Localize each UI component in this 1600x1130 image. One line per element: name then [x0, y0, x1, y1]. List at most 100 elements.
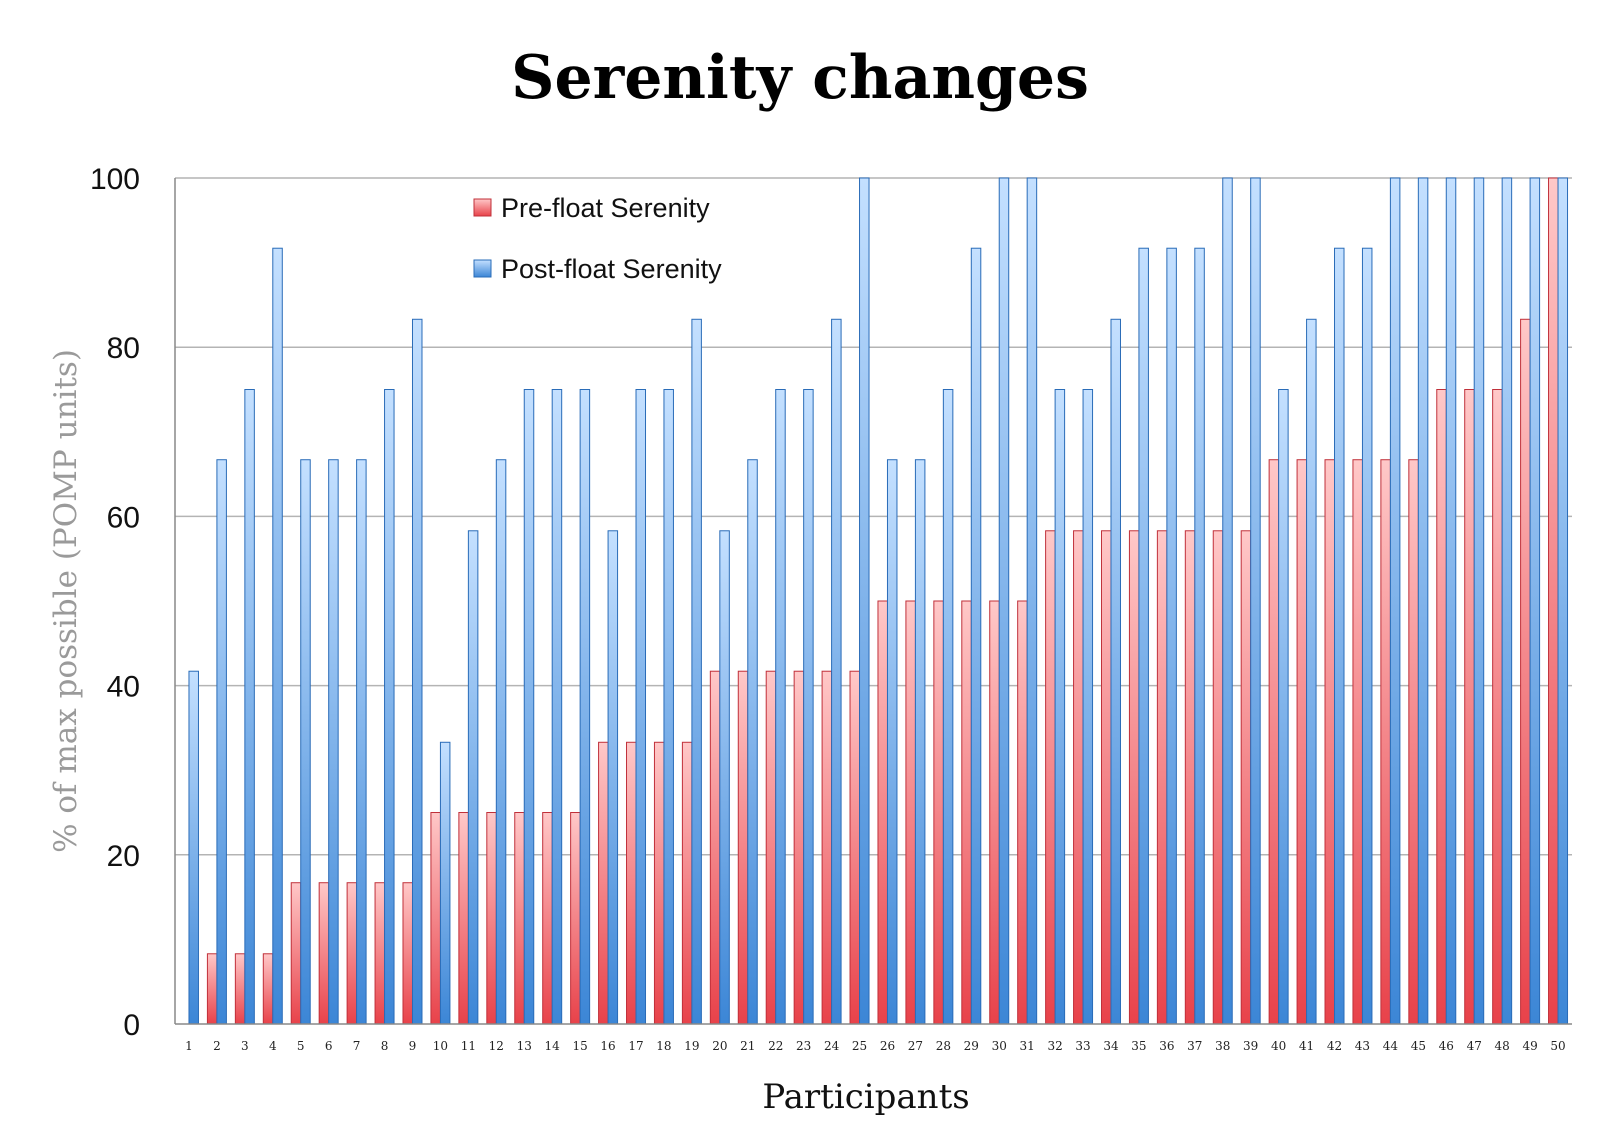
bar-post-float [300, 459, 311, 1025]
x-tick-label: 20 [712, 1039, 727, 1053]
bar-pre-float [346, 882, 358, 1025]
bar-pre-float [290, 882, 302, 1025]
y-tick-label: 60 [107, 501, 140, 534]
x-tick-label: 3 [241, 1039, 249, 1053]
bar-pre-float [1324, 459, 1336, 1025]
bar-pre-float [206, 953, 218, 1025]
bar-pre-float [430, 812, 441, 1025]
x-tick-label: 40 [1271, 1039, 1286, 1053]
bar-post-float [1306, 318, 1317, 1025]
x-tick-label: 7 [353, 1039, 361, 1053]
x-tick-label: 47 [1467, 1039, 1482, 1053]
x-tick-label: 36 [1159, 1039, 1174, 1053]
bar-post-float [607, 530, 619, 1025]
bar-pre-float [374, 882, 386, 1025]
bar-pre-float [933, 600, 944, 1025]
bar-pre-float [877, 600, 888, 1025]
bar-post-float [1501, 177, 1513, 1025]
x-tick-label: 15 [572, 1039, 587, 1053]
bar-post-float [1026, 177, 1038, 1025]
bar-pre-float [542, 812, 553, 1025]
legend-label-pre: Pre-float Serenity [501, 193, 710, 223]
x-tick-label: 39 [1243, 1039, 1258, 1053]
bar-pre-float [1212, 530, 1224, 1025]
bar-pre-float [1352, 459, 1363, 1025]
bar-post-float [328, 459, 339, 1025]
x-tick-label: 26 [880, 1039, 895, 1053]
bar-pre-float [1296, 459, 1308, 1025]
bar-post-float [998, 177, 1010, 1025]
x-tick-label: 43 [1355, 1039, 1370, 1053]
bar-post-float [411, 318, 423, 1025]
bar-pre-float [262, 953, 274, 1025]
x-tick-label: 24 [824, 1039, 840, 1053]
y-tick-label: 100 [90, 163, 140, 196]
bars [188, 177, 1569, 1025]
bar-post-float [1334, 247, 1345, 1025]
bar-post-float [356, 459, 367, 1025]
bar-post-float [1557, 177, 1569, 1025]
bar-post-float [1417, 177, 1429, 1025]
bar-post-float [439, 741, 451, 1025]
x-tick-label: 9 [409, 1039, 417, 1053]
x-tick-label: 45 [1411, 1039, 1426, 1053]
bar-pre-float [709, 670, 721, 1025]
legend-label-post: Post-float Serenity [501, 254, 722, 284]
bar-pre-float [1240, 530, 1252, 1025]
x-tick-label: 34 [1103, 1039, 1119, 1053]
bar-pre-float [318, 882, 330, 1025]
bar-post-float [1110, 318, 1121, 1025]
bar-pre-float [234, 953, 246, 1025]
bar-post-float [1529, 177, 1541, 1025]
bar-pre-float [1436, 389, 1447, 1025]
bar-post-float [719, 530, 730, 1025]
bar-pre-float [961, 600, 972, 1025]
bar-pre-float [570, 812, 581, 1025]
x-tick-label: 22 [768, 1039, 783, 1053]
bar-post-float [747, 459, 758, 1025]
x-tick-label: 38 [1215, 1039, 1230, 1053]
bar-post-float [663, 389, 674, 1025]
legend-swatch-post [473, 259, 492, 278]
x-tick-label: 42 [1327, 1039, 1342, 1053]
bar-pre-float [514, 812, 525, 1025]
bar-post-float [467, 530, 479, 1025]
bar-pre-float [626, 741, 637, 1025]
y-tick-label: 20 [107, 840, 140, 873]
bar-pre-float [458, 812, 469, 1025]
x-tick-label: 48 [1495, 1039, 1510, 1053]
bar-post-float [216, 459, 227, 1025]
x-tick-label: 8 [381, 1039, 389, 1053]
y-tick-label: 80 [107, 332, 140, 365]
x-tick-label: 27 [908, 1039, 923, 1053]
bar-post-float [1166, 247, 1177, 1025]
legend-swatch-pre [473, 198, 492, 217]
bar-pre-float [849, 670, 861, 1025]
x-tick-label: 19 [684, 1039, 699, 1053]
x-tick-label: 37 [1187, 1039, 1202, 1053]
bar-pre-float [1520, 318, 1531, 1025]
bar-pre-float [765, 670, 777, 1025]
bar-post-float [831, 318, 842, 1025]
y-axis-label: % of max possible (POMP units) [48, 349, 84, 853]
bar-pre-float [821, 670, 833, 1025]
x-tick-label: 35 [1131, 1039, 1146, 1053]
bar-pre-float [1380, 459, 1391, 1025]
bar-pre-float [1073, 530, 1084, 1025]
x-tick-label: 11 [461, 1039, 476, 1053]
bar-post-float [551, 389, 563, 1025]
bar-post-float [970, 247, 982, 1025]
x-tick-label: 28 [936, 1039, 951, 1053]
bar-post-float [635, 389, 647, 1025]
bar-pre-float [1184, 530, 1196, 1025]
legend: Pre-float Serenity Post-float Serenity [473, 193, 722, 284]
bar-post-float [244, 389, 255, 1025]
bar-post-float [1445, 177, 1457, 1025]
bar-pre-float [402, 882, 413, 1025]
bar-pre-float [793, 670, 805, 1025]
bar-pre-float [1492, 389, 1503, 1025]
x-tick-label: 12 [489, 1039, 504, 1053]
bar-post-float [1082, 389, 1094, 1025]
bar-post-float [1194, 247, 1205, 1025]
bar-post-float [1473, 177, 1485, 1025]
